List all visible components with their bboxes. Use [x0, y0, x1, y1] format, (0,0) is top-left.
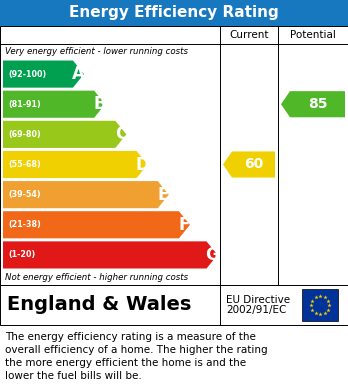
Text: (55-68): (55-68): [8, 160, 41, 169]
Text: G: G: [205, 246, 219, 264]
Text: 85: 85: [308, 97, 327, 111]
Polygon shape: [3, 241, 218, 269]
Text: EU Directive: EU Directive: [226, 295, 290, 305]
Text: Not energy efficient - higher running costs: Not energy efficient - higher running co…: [5, 273, 188, 282]
Bar: [0, 26, 348, 285]
Text: Very energy efficient - lower running costs: Very energy efficient - lower running co…: [5, 47, 188, 56]
Text: Current: Current: [229, 30, 269, 40]
Text: England & Wales: England & Wales: [7, 296, 191, 314]
Text: (1-20): (1-20): [8, 250, 35, 260]
Polygon shape: [3, 181, 169, 208]
Text: (21-38): (21-38): [8, 220, 41, 229]
Text: (81-91): (81-91): [8, 100, 41, 109]
Text: Energy Efficiency Rating: Energy Efficiency Rating: [69, 5, 279, 20]
Text: 60: 60: [244, 158, 263, 172]
Bar: [302, 289, 338, 321]
Text: (39-54): (39-54): [8, 190, 41, 199]
Polygon shape: [3, 121, 126, 148]
Text: The energy efficiency rating is a measure of the
overall efficiency of a home. T: The energy efficiency rating is a measur…: [5, 332, 268, 382]
Bar: [0, 0, 348, 26]
Text: D: D: [135, 156, 149, 174]
Polygon shape: [3, 91, 105, 118]
Text: (69-80): (69-80): [8, 130, 41, 139]
Polygon shape: [3, 211, 190, 239]
Text: F: F: [179, 216, 190, 234]
Polygon shape: [3, 61, 84, 88]
Text: Potential: Potential: [290, 30, 336, 40]
Text: C: C: [115, 126, 127, 143]
Polygon shape: [3, 151, 148, 178]
Text: B: B: [93, 95, 106, 113]
Polygon shape: [223, 151, 275, 178]
Polygon shape: [281, 91, 345, 117]
Text: A: A: [72, 65, 85, 83]
Text: (92-100): (92-100): [8, 70, 46, 79]
Text: E: E: [158, 186, 169, 204]
Text: 2002/91/EC: 2002/91/EC: [226, 305, 286, 315]
Bar: [0, 285, 348, 325]
